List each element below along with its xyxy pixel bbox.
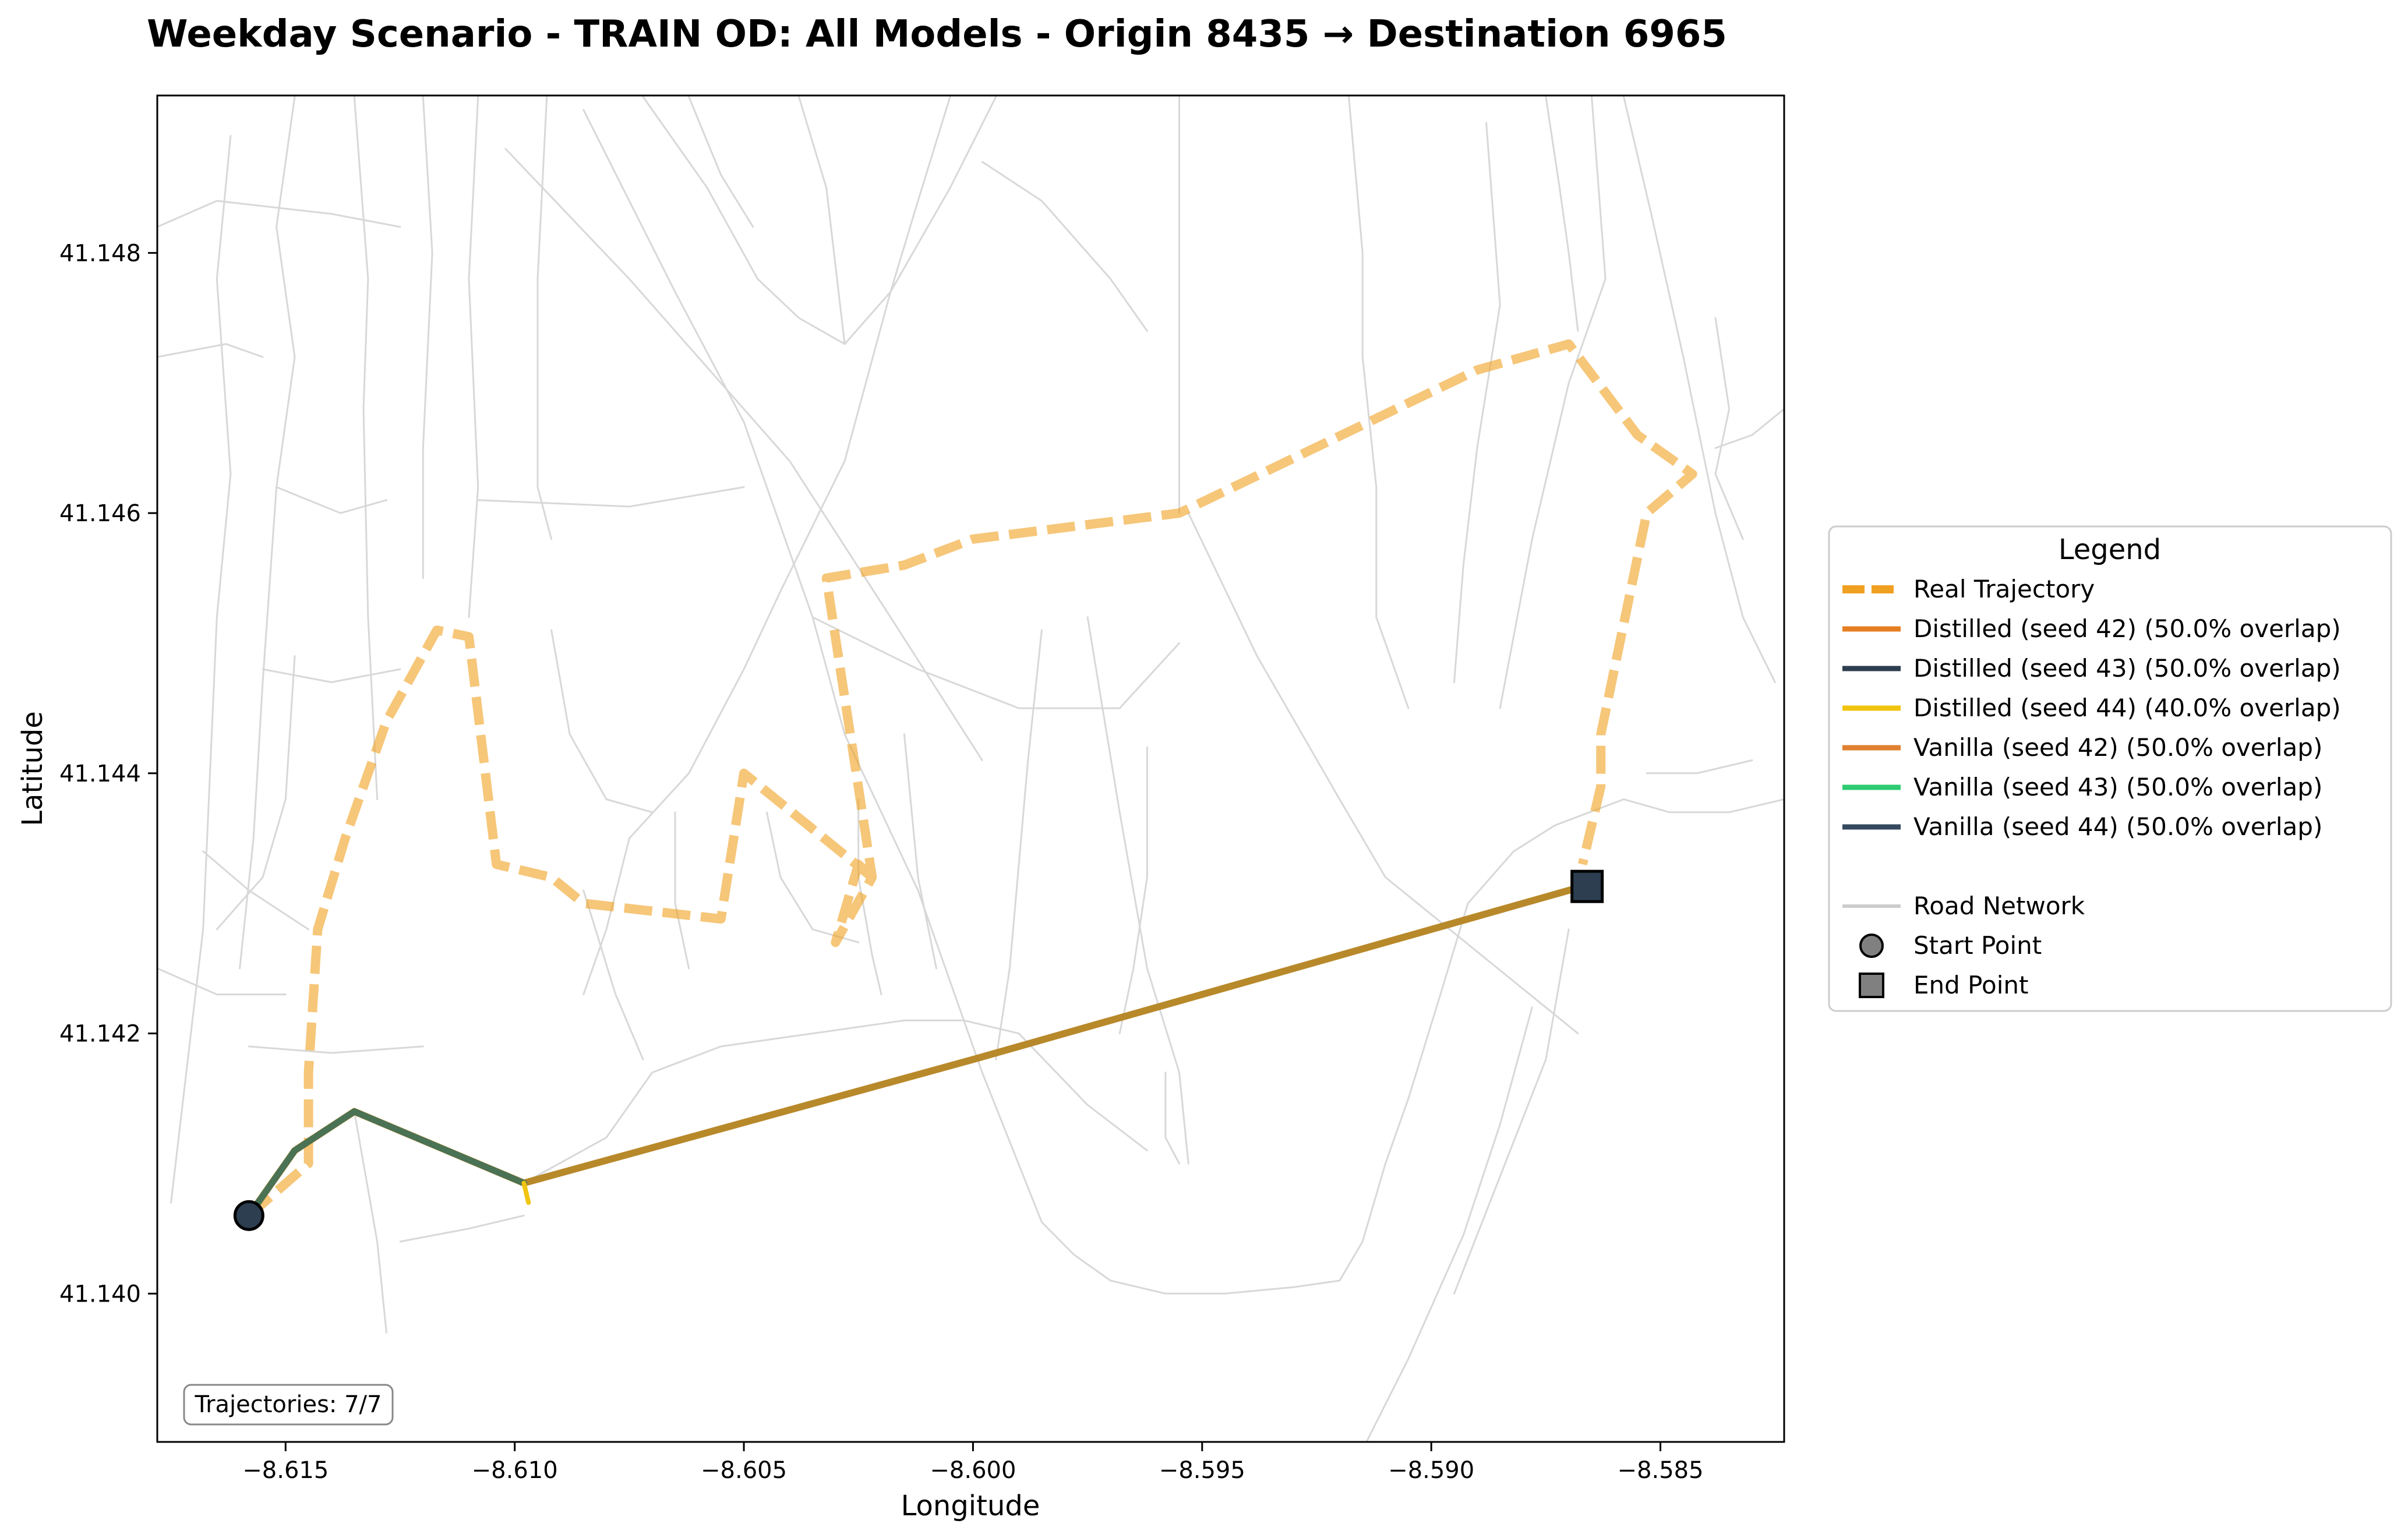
- legend-entry-end-point: End Point: [1859, 971, 2028, 999]
- legend-entry-road-network: Road Network: [1842, 892, 2085, 920]
- legend-title: Legend: [2059, 533, 2161, 566]
- end-point-marker: [1570, 869, 1604, 903]
- road-segment: [1714, 408, 1784, 449]
- legend-label: Vanilla (seed 43) (50.0% overlap): [1913, 773, 2322, 801]
- road-segment: [1365, 1006, 1533, 1442]
- y-tick-label: 41.140: [59, 1281, 141, 1307]
- road-segment: [1118, 746, 1148, 1035]
- road-segment: [353, 1111, 387, 1334]
- road-segment: [216, 655, 296, 931]
- legend-label: Distilled (seed 44) (40.0% overlap): [1913, 694, 2341, 722]
- road-segment: [1646, 759, 1753, 775]
- road-segment: [1453, 122, 1501, 683]
- road-segment: [1348, 96, 1410, 709]
- trajectory-count-annotation: Trajectories: 7/7: [183, 1384, 394, 1426]
- x-tick-label: −8.600: [930, 1457, 1016, 1484]
- road-segment: [811, 616, 1180, 709]
- legend-label: Start Point: [1913, 931, 2042, 960]
- legend-label: Road Network: [1913, 892, 2085, 920]
- legend-label: Real Trajectory: [1913, 575, 2095, 603]
- road-segment: [399, 1214, 525, 1243]
- legend-entry-real-trajectory: Real Trajectory: [1842, 575, 2095, 603]
- x-axis-ticks: −8.615 −8.610 −8.605 −8.600 −8.595 −8.590 −8.5…: [242, 1442, 1704, 1484]
- road-segment: [582, 96, 951, 996]
- road-segment: [522, 1019, 1148, 1184]
- road-segment: [1086, 616, 1189, 1165]
- plot-frame: [156, 94, 1785, 1443]
- legend-label: Vanilla (seed 42) (50.0% overlap): [1913, 733, 2322, 762]
- road-segment: [903, 733, 937, 970]
- road-segment: [276, 486, 387, 514]
- road-segment: [468, 96, 479, 618]
- road-segment: [1453, 928, 1570, 1295]
- road-segment: [1164, 1072, 1180, 1165]
- road-segment: [1187, 512, 1579, 1035]
- x-tick-label: −8.590: [1388, 1457, 1474, 1484]
- x-axis-label: Longitude: [901, 1490, 1040, 1522]
- road-segment: [1545, 96, 1579, 332]
- distilled-seed44-spur: [521, 1180, 531, 1205]
- legend-entry-distilled-seed-43-50-0-overlap: Distilled (seed 43) (50.0% overlap): [1842, 654, 2341, 683]
- plot-area: [157, 96, 1784, 1442]
- road-segment: [1499, 96, 1606, 709]
- y-tick-label: 41.146: [59, 500, 141, 527]
- road-network: [157, 96, 1784, 1442]
- road-segment: [1040, 798, 1784, 1295]
- road-segment: [477, 486, 745, 508]
- legend-swatch: [1859, 934, 1884, 958]
- road-segment: [674, 811, 690, 970]
- road-segment: [248, 1045, 424, 1054]
- road-segment: [857, 798, 882, 996]
- legend-box: [1828, 525, 2392, 1012]
- od-markers: [233, 869, 1604, 1231]
- road-segment: [504, 148, 983, 761]
- x-tick-label: −8.610: [472, 1457, 558, 1484]
- x-tick-label: −8.595: [1159, 1457, 1245, 1484]
- legend-label: End Point: [1913, 971, 2028, 999]
- road-segment: [688, 96, 754, 228]
- legend-label: Vanilla (seed 44) (50.0% overlap): [1913, 812, 2322, 841]
- x-tick-label: −8.585: [1618, 1457, 1704, 1484]
- real-trajectory-line: [246, 339, 1697, 1219]
- legend-label: Distilled (seed 42) (50.0% overlap): [1913, 614, 2341, 643]
- road-segment: [262, 668, 401, 683]
- road-segment: [981, 161, 1148, 332]
- road-segment: [157, 200, 401, 228]
- legend-swatch: [1859, 973, 1884, 998]
- x-tick-label: −8.615: [242, 1457, 329, 1484]
- legend-entry-start-point: Start Point: [1859, 931, 2042, 960]
- road-segment: [550, 629, 654, 814]
- road-segment: [798, 96, 846, 345]
- y-tick-label: 41.142: [59, 1021, 141, 1048]
- road-segment: [157, 343, 264, 358]
- y-axis-label: Latitude: [16, 711, 49, 826]
- y-axis-ticks: 41.140 41.142 41.144 41.146 41.148: [59, 240, 157, 1307]
- legend-entry-vanilla-seed-42-50-0-overlap: Vanilla (seed 42) (50.0% overlap): [1842, 733, 2322, 762]
- trajectory-count-text: Trajectories: 7/7: [195, 1391, 382, 1418]
- road-segment: [353, 96, 379, 800]
- legend-entry-vanilla-seed-44-50-0-overlap: Vanilla (seed 44) (50.0% overlap): [1842, 812, 2322, 841]
- vanilla-overlap-line: [245, 1108, 527, 1219]
- road-segment: [1623, 96, 1776, 683]
- legend-entry-distilled-seed-44-40-0-overlap: Distilled (seed 44) (40.0% overlap): [1842, 694, 2341, 722]
- road-segment: [582, 889, 644, 1060]
- road-segment: [642, 96, 997, 345]
- y-tick-label: 41.148: [59, 240, 141, 267]
- chart-title: Weekday Scenario - TRAIN OD: All Models …: [147, 13, 1727, 56]
- legend-label: Distilled (seed 43) (50.0% overlap): [1913, 654, 2341, 683]
- road-segment: [422, 96, 433, 579]
- road-segment: [1714, 317, 1744, 540]
- road-segment: [157, 967, 287, 996]
- y-tick-label: 41.144: [59, 761, 141, 787]
- x-tick-label: −8.605: [701, 1457, 787, 1484]
- road-segment: [995, 629, 1043, 1060]
- legend: Legend Real Trajectory Distilled (seed 42…: [1828, 525, 2392, 1012]
- legend-entry-distilled-seed-42-50-0-overlap: Distilled (seed 42) (50.0% overlap): [1842, 614, 2341, 643]
- start-point-marker: [233, 1200, 264, 1231]
- road-segment: [170, 135, 232, 1204]
- legend-entry-vanilla-seed-43-50-0-overlap: Vanilla (seed 43) (50.0% overlap): [1842, 773, 2322, 801]
- trajectories: [245, 339, 1697, 1219]
- road-segment: [202, 850, 310, 931]
